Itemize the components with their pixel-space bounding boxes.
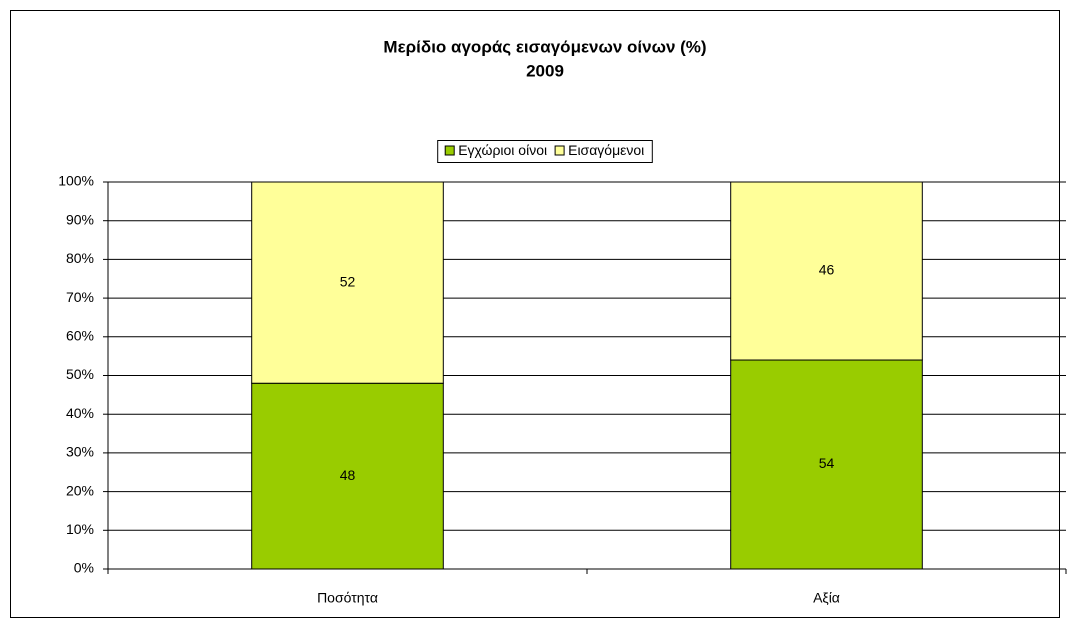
bar-segment — [730, 359, 923, 570]
y-tick-label: 0% — [74, 560, 94, 576]
data-label: 48 — [340, 467, 356, 483]
x-tick-label: Αξία — [813, 590, 840, 606]
y-tick-label: 40% — [66, 405, 94, 421]
y-tick-label: 90% — [66, 211, 94, 227]
bar-segment — [251, 181, 444, 384]
bar-segment — [251, 382, 444, 570]
y-tick-label: 60% — [66, 328, 94, 344]
legend-label: Εισαγόμενοι — [568, 142, 644, 158]
y-tick-label: 10% — [66, 521, 94, 537]
x-tick-label: Ποσότητα — [317, 590, 378, 606]
data-label: 46 — [819, 262, 835, 278]
legend-label: Εγχώριοι οίνοι — [458, 142, 547, 158]
legend-box — [437, 140, 653, 163]
y-tick-label: 50% — [66, 366, 94, 382]
bar-segment — [730, 181, 923, 361]
legend-swatch — [554, 145, 565, 156]
y-tick-label: 80% — [66, 250, 94, 266]
data-label: 54 — [819, 455, 835, 471]
y-tick-label: 30% — [66, 444, 94, 460]
data-label: 52 — [340, 273, 356, 289]
chart-title: Μερίδιο αγοράς εισαγόμενων οίνων (%) — [383, 37, 706, 56]
legend-swatch — [444, 145, 455, 156]
y-tick-label: 70% — [66, 289, 94, 305]
y-tick-label: 20% — [66, 482, 94, 498]
y-tick-label: 100% — [58, 173, 94, 189]
chart-subtitle: 2009 — [526, 61, 564, 80]
